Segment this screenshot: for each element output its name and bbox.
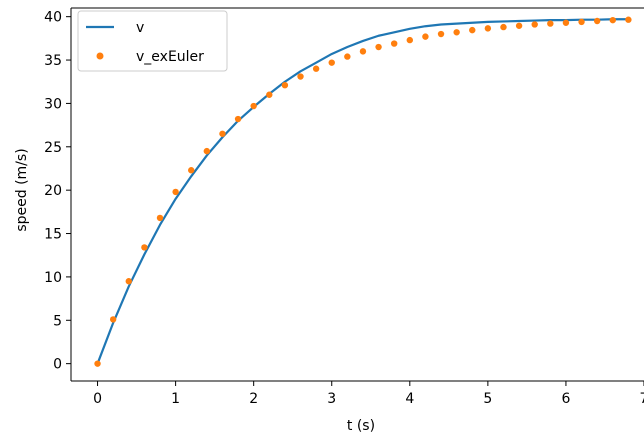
- data-point-v-exeuler: [484, 25, 492, 32]
- y-tick-label: 20: [44, 183, 62, 199]
- y-tick-label: 30: [44, 96, 62, 112]
- data-point-v-exeuler: [406, 36, 413, 44]
- axes-layer: 0 1 2 3 4 5 6 7 0 5 10 15 20 25 30 35 40: [44, 7, 644, 407]
- data-point-v-exeuler: [234, 115, 242, 123]
- data-point-v-exeuler: [344, 53, 351, 60]
- y-tick-label: 10: [44, 270, 62, 286]
- series-line-v: [96, 18, 630, 366]
- x-tick-label: 1: [171, 391, 180, 407]
- data-point-v-exeuler: [578, 18, 585, 26]
- data-point-v-exeuler: [437, 30, 445, 38]
- data-point-v-exeuler: [625, 16, 632, 23]
- data-point-v-exeuler: [297, 73, 304, 80]
- x-tick-label: 0: [93, 391, 102, 407]
- y-tick-label: 15: [44, 227, 62, 243]
- data-point-v-exeuler: [515, 22, 523, 29]
- x-tick-label: 5: [483, 391, 492, 407]
- data-point-v-exeuler: [390, 40, 398, 47]
- data-point-v-exeuler: [547, 20, 554, 27]
- legend-label-v: v: [136, 20, 144, 36]
- y-tick-label: 5: [53, 313, 62, 329]
- data-point-v-exeuler: [312, 65, 320, 72]
- data-point-v-exeuler: [188, 167, 195, 174]
- series-layer: [94, 16, 632, 367]
- data-point-v-exeuler: [281, 82, 289, 89]
- data-point-v-exeuler: [156, 214, 164, 222]
- y-tick-label: 25: [44, 140, 62, 156]
- data-point-v-exeuler: [219, 130, 226, 137]
- x-tick-label: 7: [640, 391, 644, 407]
- data-point-v-exeuler: [141, 244, 148, 251]
- y-tick-label: 35: [44, 53, 62, 69]
- data-point-v-exeuler: [125, 278, 132, 285]
- data-point-v-exeuler: [531, 21, 538, 28]
- data-point-v-exeuler: [375, 43, 382, 51]
- x-tick-label: 3: [327, 391, 336, 407]
- data-point-v-exeuler: [469, 26, 476, 34]
- data-point-v-exeuler: [359, 48, 367, 55]
- x-axis-label: t (s): [347, 418, 375, 434]
- data-point-v-exeuler: [172, 188, 179, 196]
- data-point-v-exeuler: [109, 316, 117, 323]
- y-tick-label: 0: [53, 357, 62, 373]
- x-tick-label: 6: [561, 391, 570, 407]
- y-axis-label: speed (m/s): [14, 148, 30, 231]
- data-point-v-exeuler: [422, 33, 429, 40]
- data-point-v-exeuler: [500, 23, 507, 31]
- y-tick-label: 40: [44, 10, 62, 26]
- data-point-v-exeuler: [609, 16, 616, 24]
- data-point-v-exeuler: [266, 91, 273, 98]
- data-point-v-exeuler: [453, 29, 460, 36]
- legend: v v_exEuler: [77, 10, 228, 72]
- data-point-v-exeuler: [250, 102, 257, 110]
- data-point-v-exeuler: [593, 17, 601, 25]
- legend-label-v-exeuler: v_exEuler: [136, 49, 204, 65]
- data-point-v-exeuler: [94, 360, 101, 367]
- legend-frame: [77, 10, 228, 72]
- x-tick-label: 4: [405, 391, 414, 407]
- data-point-v-exeuler: [562, 19, 570, 26]
- legend-swatch-v-exeuler: [96, 52, 104, 60]
- data-point-v-exeuler: [328, 59, 335, 66]
- data-point-v-exeuler: [203, 147, 211, 155]
- x-tick-label: 2: [249, 391, 258, 407]
